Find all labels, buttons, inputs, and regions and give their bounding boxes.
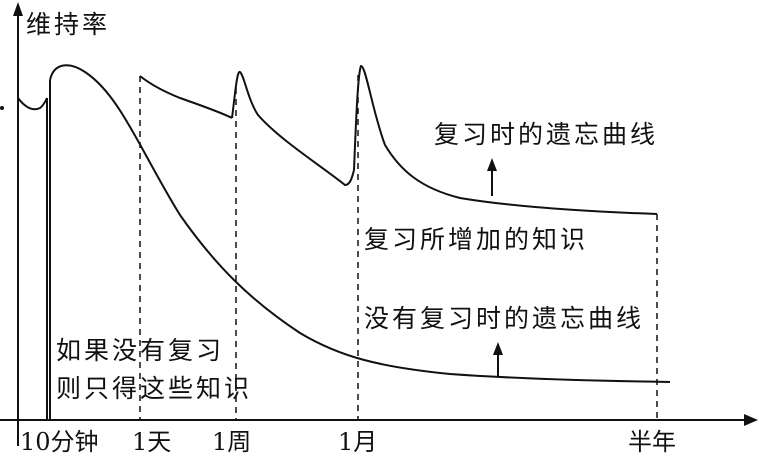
x-axis-arrowhead bbox=[744, 414, 758, 426]
added-knowledge-label: 复习所增加的知识 bbox=[364, 225, 589, 254]
no-review-forgetting-curve bbox=[49, 64, 671, 383]
review-curve-label: 复习时的遗忘曲线 bbox=[434, 120, 659, 149]
y-axis-label: 维持率 bbox=[26, 10, 111, 39]
no-review-curve-label: 没有复习时的遗忘曲线 bbox=[364, 304, 645, 333]
review-curve-pointer-head bbox=[487, 158, 497, 171]
no-review-curve-pointer-head bbox=[493, 342, 503, 355]
y-axis-start-mark bbox=[0, 106, 4, 110]
x-tick-one-week: 1周 bbox=[212, 428, 252, 456]
x-tick-half-year: 半年 bbox=[628, 428, 676, 456]
x-tick-ten-minutes: 10分钟 bbox=[20, 428, 99, 456]
review-curve-segment-1 bbox=[139, 75, 233, 119]
no-review-note-line-2: 则只得这些知识 bbox=[56, 374, 253, 403]
x-tick-one-month: 1月 bbox=[338, 428, 378, 456]
y-axis-arrowhead bbox=[13, 2, 23, 16]
x-tick-one-day: 1天 bbox=[132, 428, 172, 456]
review-spike-week bbox=[231, 70, 355, 187]
no-review-note-line-1: 如果没有复习 bbox=[56, 336, 225, 365]
initial-learning-curve bbox=[17, 97, 48, 111]
